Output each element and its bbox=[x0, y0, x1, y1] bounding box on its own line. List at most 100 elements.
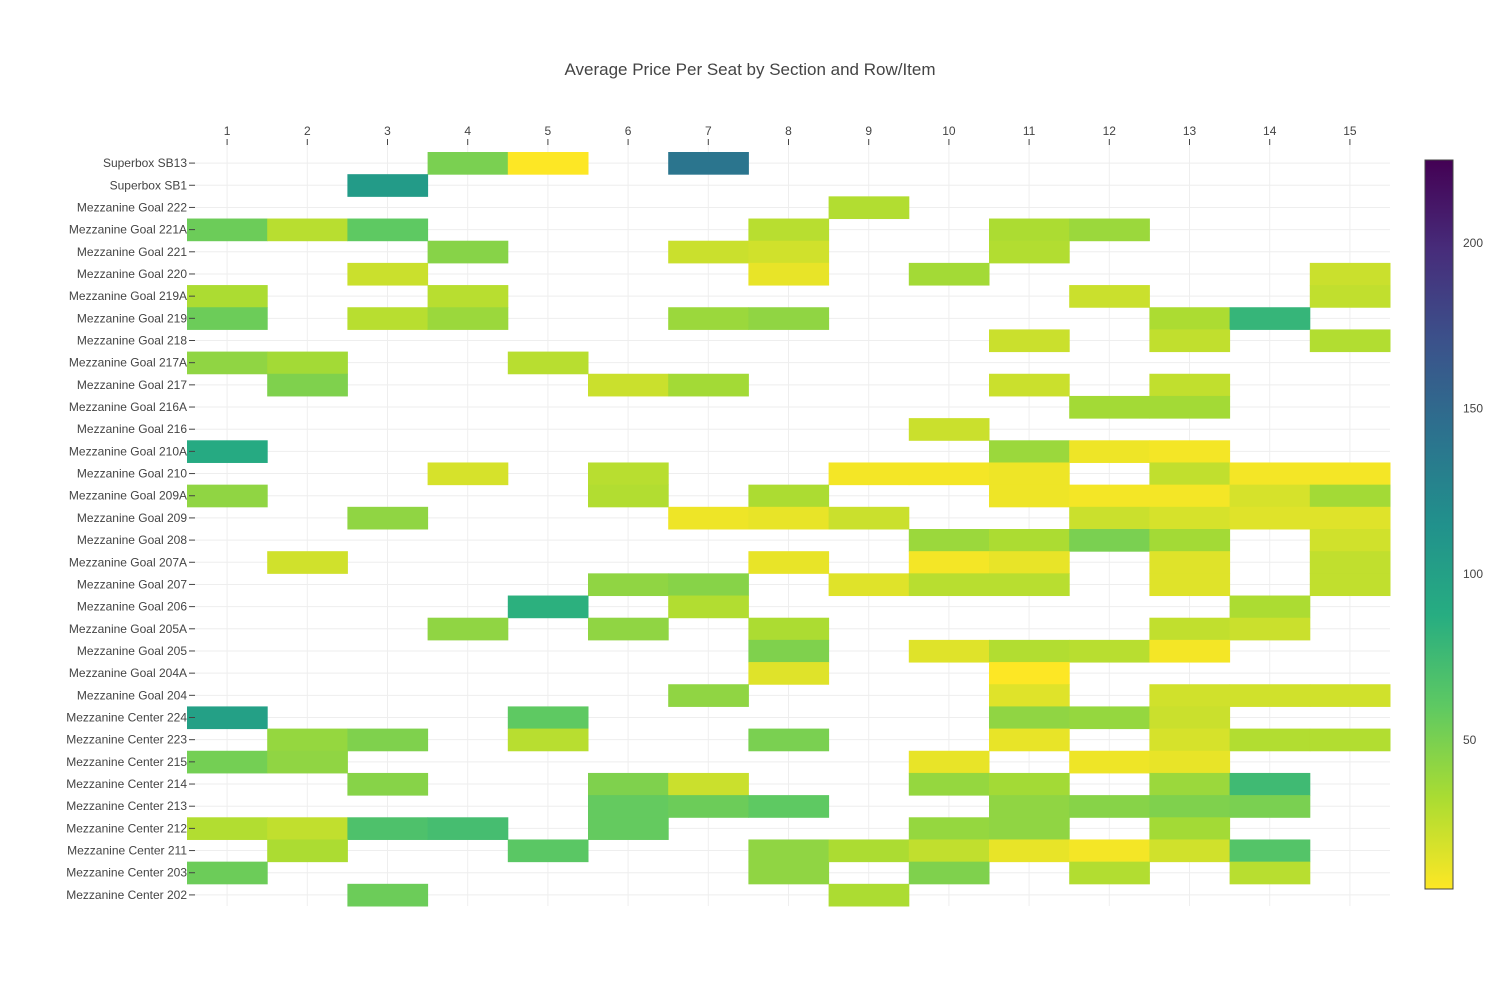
heatmap-cell bbox=[748, 218, 830, 242]
heatmap-cell bbox=[1069, 285, 1150, 308]
heatmap-cell bbox=[267, 351, 348, 375]
heatmap-cell bbox=[828, 462, 910, 486]
heatmap-cell bbox=[347, 174, 429, 197]
heatmap-cell bbox=[989, 329, 1070, 353]
heatmap-cell bbox=[1309, 728, 1391, 752]
heatmap-cell bbox=[588, 462, 669, 486]
x-tick-label: 14 bbox=[1263, 124, 1277, 138]
heatmap-cell bbox=[748, 639, 830, 663]
heatmap-cell bbox=[1149, 617, 1231, 641]
heatmap-cell bbox=[507, 839, 589, 863]
heatmap-cell bbox=[187, 440, 268, 463]
y-tick-label: Mezzanine Goal 221A bbox=[69, 223, 187, 237]
heatmap-cell bbox=[828, 506, 910, 530]
heatmap-cell bbox=[1149, 750, 1231, 774]
heatmap-cell bbox=[507, 351, 589, 375]
y-tick-label: Mezzanine Goal 218 bbox=[77, 334, 187, 348]
heatmap-cell bbox=[347, 218, 429, 242]
x-tick-label: 7 bbox=[705, 124, 712, 138]
heatmap-cell bbox=[1149, 440, 1231, 463]
heatmap-cell bbox=[1229, 861, 1311, 885]
heatmap-cell bbox=[187, 750, 268, 774]
x-tick-label: 12 bbox=[1103, 124, 1117, 138]
heatmap-cell bbox=[1149, 728, 1231, 752]
y-tick-label: Mezzanine Goal 209A bbox=[69, 489, 187, 503]
heatmap-cell bbox=[267, 373, 348, 397]
y-tick-label: Mezzanine Goal 216A bbox=[69, 400, 187, 414]
heatmap-cell bbox=[908, 551, 990, 574]
heatmap-cell bbox=[828, 883, 910, 907]
y-tick-label: Mezzanine Goal 210 bbox=[77, 467, 187, 481]
y-tick-label: Mezzanine Goal 208 bbox=[77, 533, 187, 547]
y-tick-label: Mezzanine Center 212 bbox=[66, 821, 187, 835]
colorbar: 50 100 150 200 bbox=[1424, 159, 1483, 890]
y-tick-label: Mezzanine Goal 210A bbox=[69, 444, 187, 458]
heatmap-cell bbox=[1229, 462, 1311, 486]
heatmap-cell bbox=[427, 285, 509, 308]
heatmap-cell bbox=[908, 262, 990, 286]
y-tick-label: Mezzanine Goal 220 bbox=[77, 267, 187, 281]
heatmap-cell bbox=[1149, 529, 1231, 552]
y-tick-label: Mezzanine Goal 204A bbox=[69, 666, 187, 680]
heatmap-cell bbox=[668, 373, 749, 397]
y-tick-label: Mezzanine Center 203 bbox=[66, 866, 187, 880]
heatmap-cell bbox=[989, 462, 1070, 486]
y-tick-label: Superbox SB1 bbox=[110, 178, 188, 192]
heatmap-cell bbox=[427, 152, 509, 175]
heatmap-cell bbox=[908, 772, 990, 796]
heatmap-cell bbox=[989, 218, 1070, 242]
x-tick-label: 8 bbox=[785, 124, 792, 138]
x-tick-label: 6 bbox=[625, 124, 632, 138]
heatmap-cell bbox=[588, 772, 669, 796]
heatmap-cell bbox=[507, 152, 589, 175]
x-axis: 1 2 3 4 5 6 7 8 9 10 11 12 13 14 15 bbox=[224, 124, 1357, 145]
heatmap-cell bbox=[748, 484, 830, 508]
y-tick-label: Mezzanine Goal 217A bbox=[69, 356, 187, 370]
heatmap-cell bbox=[668, 795, 749, 818]
heatmap-cell bbox=[748, 839, 830, 863]
heatmap-cell bbox=[989, 839, 1070, 863]
heatmap-cell bbox=[668, 506, 749, 530]
chart-title: Average Price Per Seat by Section and Ro… bbox=[564, 60, 935, 79]
heatmap-cell bbox=[989, 551, 1070, 574]
colorbar-gradient bbox=[1424, 159, 1454, 890]
heatmap-cell bbox=[427, 617, 509, 641]
heatmap-cell bbox=[1149, 817, 1231, 840]
heatmap-cell bbox=[1149, 329, 1231, 353]
y-tick-label: Mezzanine Goal 207A bbox=[69, 555, 187, 569]
x-tick-label: 15 bbox=[1343, 124, 1357, 138]
colorbar-tick-label: 200 bbox=[1463, 236, 1483, 250]
heatmap-cell bbox=[1149, 795, 1231, 818]
heatmap-cell bbox=[908, 817, 990, 840]
heatmap-cell bbox=[347, 817, 429, 840]
heatmap-cell bbox=[1149, 706, 1231, 730]
colorbar-tick-label: 150 bbox=[1463, 402, 1483, 416]
heatmap-cell bbox=[989, 529, 1070, 552]
heatmap-cell bbox=[1309, 462, 1391, 486]
y-tick-label: Mezzanine Goal 222 bbox=[77, 200, 187, 214]
heatmap-cell bbox=[588, 573, 669, 597]
heatmap-cell bbox=[1309, 285, 1391, 308]
heatmap-cell bbox=[347, 307, 429, 330]
heatmap-cell bbox=[347, 772, 429, 796]
heatmap-cell bbox=[1149, 462, 1231, 486]
x-tick-label: 1 bbox=[224, 124, 231, 138]
y-tick-label: Mezzanine Goal 217 bbox=[77, 378, 187, 392]
heatmap-cell bbox=[668, 772, 749, 796]
heatmap-cell bbox=[908, 418, 990, 441]
heatmap-cell bbox=[1069, 506, 1150, 530]
heatmap-cell bbox=[507, 706, 589, 730]
heatmap-cell bbox=[668, 152, 749, 175]
heatmap-cell bbox=[908, 861, 990, 885]
heatmap-cell bbox=[989, 440, 1070, 463]
heatmap-cell bbox=[989, 573, 1070, 597]
heatmap-cell bbox=[1229, 772, 1311, 796]
y-tick-label: Mezzanine Goal 221 bbox=[77, 245, 187, 259]
heatmap-cell bbox=[267, 728, 348, 752]
heatmap-cell bbox=[347, 506, 429, 530]
y-axis: Superbox SB13 Superbox SB1 Mezzanine Goal … bbox=[66, 156, 195, 902]
y-tick-label: Superbox SB13 bbox=[103, 156, 187, 170]
heatmap-cell bbox=[1229, 484, 1311, 508]
heatmap-cell bbox=[1229, 839, 1311, 863]
